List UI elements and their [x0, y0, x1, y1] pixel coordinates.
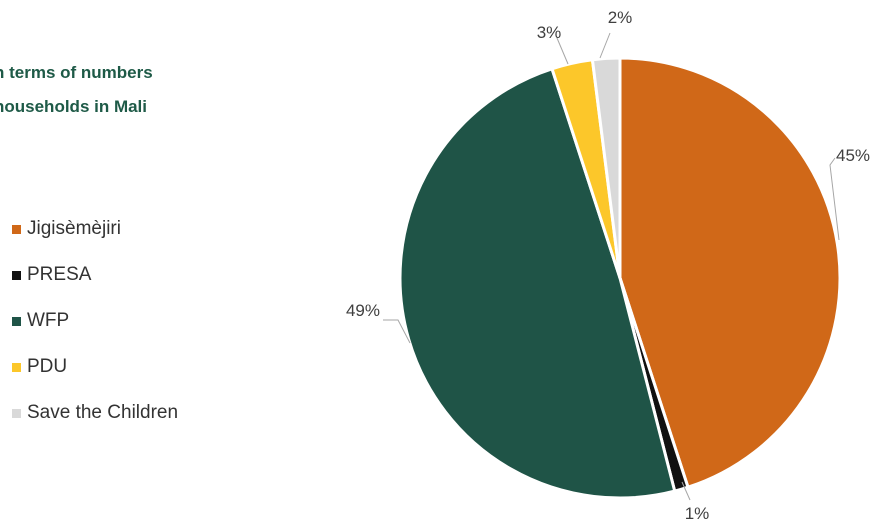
legend: Jigisèmèjiri PRESA WFP PDU Save the Children — [12, 206, 178, 436]
legend-label: Save the Children — [27, 402, 179, 423]
legend-label: PRESA — [27, 264, 92, 285]
chart-title-line-2: households in Mali — [0, 97, 148, 116]
legend-label: Jigisèmèjiri — [27, 218, 121, 239]
leader-line — [681, 481, 691, 501]
legend-swatch — [12, 224, 21, 234]
pie-slice — [590, 56, 622, 280]
legend-item: PDU — [12, 344, 178, 390]
legend-item: Save the Children — [12, 390, 178, 436]
legend-swatch — [12, 270, 21, 280]
chart-title: n terms of numbers households in Mali — [0, 56, 153, 124]
leader-line — [383, 319, 411, 344]
legend-item: WFP — [12, 298, 178, 344]
legend-swatch — [12, 362, 21, 372]
data-label: 49% — [346, 301, 380, 320]
leader-line — [599, 32, 611, 59]
data-label: 2% — [608, 8, 633, 27]
chart-title-line-1: n terms of numbers — [0, 63, 153, 82]
legend-item: Jigisèmèjiri — [12, 206, 178, 252]
legend-item: PRESA — [12, 252, 178, 298]
pie-slice — [398, 67, 677, 500]
legend-swatch — [12, 316, 21, 326]
legend-swatch — [12, 408, 21, 418]
leader-line — [829, 157, 840, 241]
data-label: 45% — [836, 146, 870, 165]
data-label: 3% — [537, 23, 562, 42]
legend-label: PDU — [27, 356, 68, 377]
data-label: 1% — [685, 504, 710, 523]
legend-label: WFP — [27, 310, 70, 331]
leader-line — [556, 37, 569, 65]
pie-slice — [618, 56, 842, 489]
